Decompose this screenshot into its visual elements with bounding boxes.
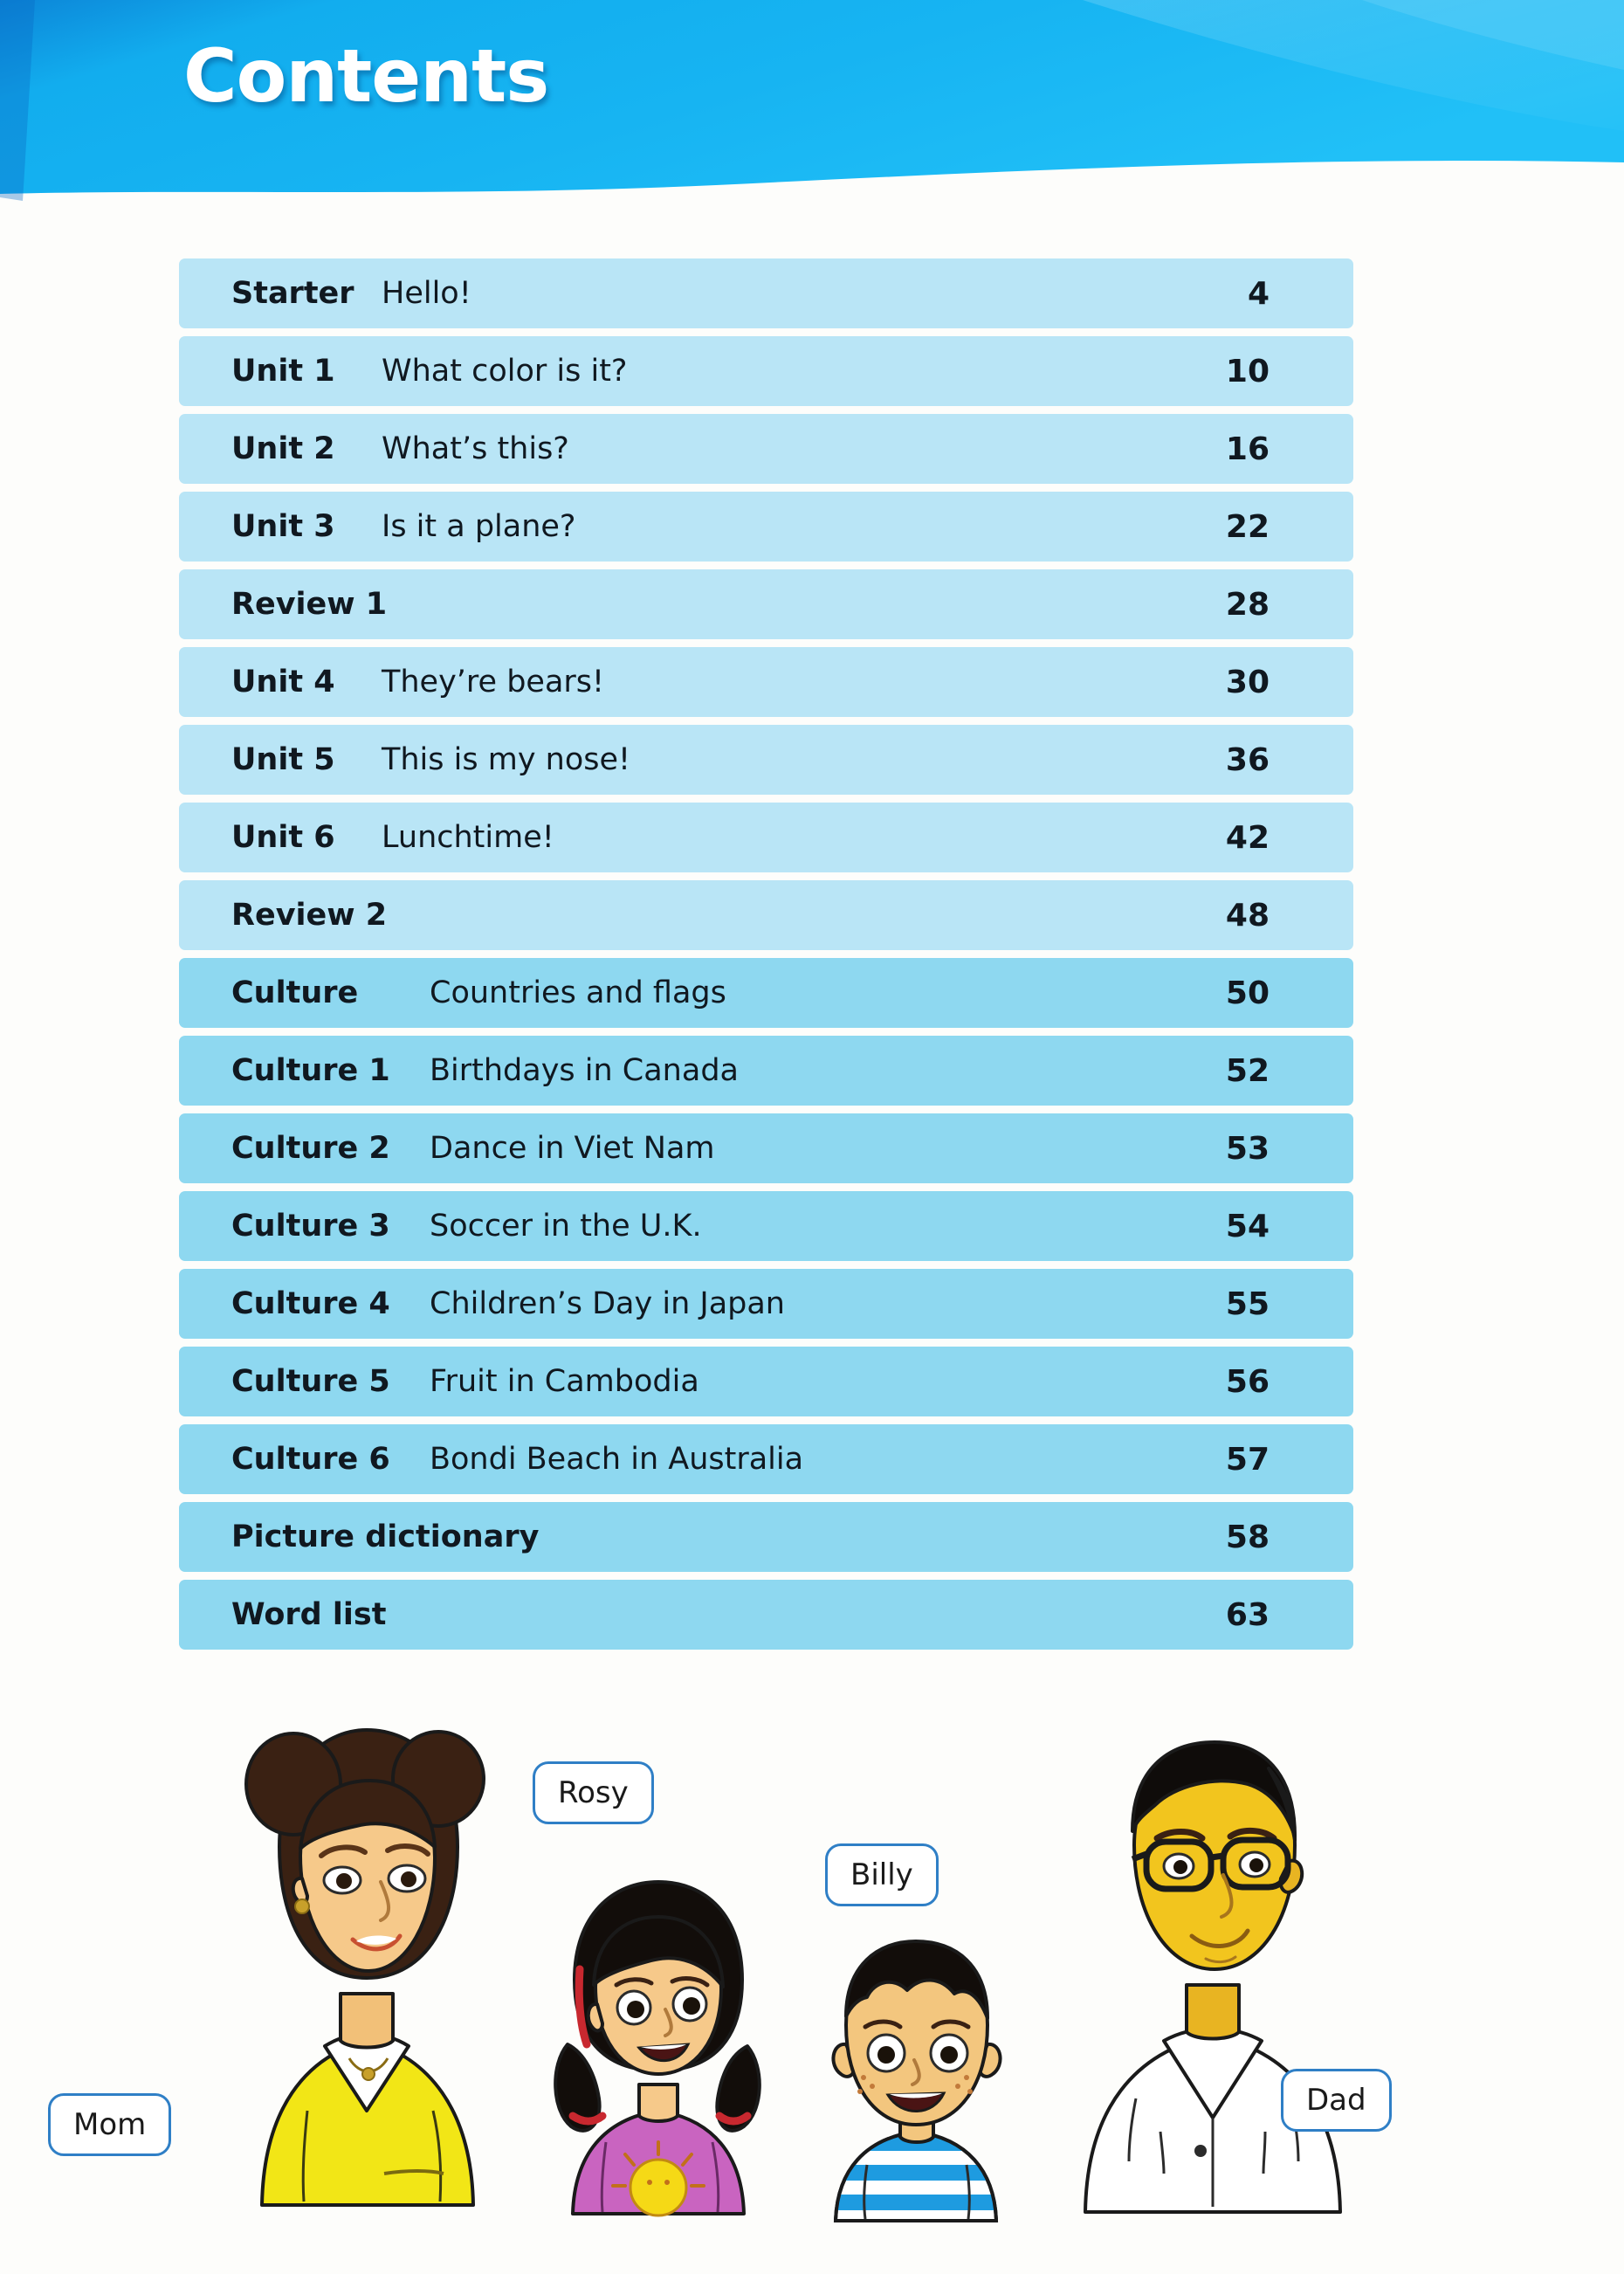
contents-row-label: Word list <box>231 1597 387 1632</box>
contents-row-title: They’re bears! <box>382 665 605 699</box>
contents-row-label: Starter <box>231 276 354 311</box>
contents-row[interactable]: Picture dictionary 58 <box>179 1502 1353 1572</box>
page-title: Contents <box>183 33 549 119</box>
contents-row-title: This is my nose! <box>382 742 631 777</box>
contents-row-label: Unit 2 <box>231 431 335 466</box>
contents-row-label: Review 1 <box>231 587 388 622</box>
page-header: Contents <box>0 0 1624 218</box>
contents-row[interactable]: Culture 2 Dance in Viet Nam 53 <box>179 1113 1353 1183</box>
contents-row-label: Culture 6 <box>231 1442 390 1477</box>
character-illustrations: Mom <box>0 1707 1624 2274</box>
contents-row-title: Birthdays in Canada <box>430 1053 739 1088</box>
contents-row-page-number: 10 <box>1225 353 1270 389</box>
contents-row[interactable]: Unit 1 What color is it? 10 <box>179 336 1353 406</box>
contents-row-title: What’s this? <box>382 431 569 466</box>
contents-row-label: Culture 4 <box>231 1286 390 1321</box>
contents-row-label: Unit 5 <box>231 742 335 777</box>
contents-row-page-number: 36 <box>1225 741 1270 778</box>
contents-row[interactable]: Culture 4 Children’s Day in Japan 55 <box>179 1269 1353 1339</box>
mom-illustration <box>244 1728 485 2207</box>
contents-list: Starter Hello! 4 Unit 1 What color is it? 10 U… <box>179 258 1353 1657</box>
contents-row-title: Dance in Viet Nam <box>430 1131 715 1166</box>
contents-row-label: Unit 6 <box>231 820 335 855</box>
rosy-illustration <box>554 1880 761 2217</box>
contents-row[interactable]: Unit 6 Lunchtime! 42 <box>179 803 1353 872</box>
contents-row-page-number: 30 <box>1225 664 1270 700</box>
contents-row-page-number: 54 <box>1225 1208 1270 1244</box>
contents-row-label: Review 2 <box>231 898 388 933</box>
billy-illustration <box>831 1940 1002 2222</box>
contents-row[interactable]: Unit 3 Is it a plane? 22 <box>179 492 1353 562</box>
contents-row[interactable]: Culture Countries and flags 50 <box>179 958 1353 1028</box>
contents-row-label: Culture 1 <box>231 1053 390 1088</box>
contents-row-title: Hello! <box>382 276 471 311</box>
contents-row[interactable]: Starter Hello! 4 <box>179 258 1353 328</box>
contents-row-page-number: 56 <box>1225 1363 1270 1400</box>
contents-row[interactable]: Word list 63 <box>179 1580 1353 1650</box>
contents-row-label: Unit 3 <box>231 509 335 544</box>
contents-row-label: Culture 3 <box>231 1209 390 1244</box>
contents-row-page-number: 4 <box>1247 275 1270 312</box>
contents-row[interactable]: Unit 4 They’re bears! 30 <box>179 647 1353 717</box>
contents-row-title: Children’s Day in Japan <box>430 1286 785 1321</box>
header-banner-shape <box>0 0 1624 201</box>
character-billy: Billy <box>816 1843 1017 2242</box>
contents-row[interactable]: Unit 2 What’s this? 16 <box>179 414 1353 484</box>
contents-row[interactable]: Review 1 28 <box>179 569 1353 639</box>
contents-row-label: Culture 5 <box>231 1364 390 1399</box>
character-rosy: Rosy <box>533 1761 777 2235</box>
name-tag-mom: Mom <box>48 2093 172 2156</box>
character-dad: Dad <box>1052 1707 1392 2235</box>
contents-row-page-number: 50 <box>1225 975 1270 1011</box>
character-mom: Mom <box>48 1716 524 2235</box>
contents-row[interactable]: Review 2 48 <box>179 880 1353 950</box>
name-tag-rosy: Rosy <box>533 1761 654 1824</box>
contents-row-title: Soccer in the U.K. <box>430 1209 702 1244</box>
contents-row-page-number: 55 <box>1225 1285 1270 1322</box>
contents-row-label: Unit 1 <box>231 354 335 389</box>
contents-row-label: Culture 2 <box>231 1131 390 1166</box>
contents-row-page-number: 63 <box>1225 1596 1270 1633</box>
contents-row-page-number: 28 <box>1225 586 1270 623</box>
name-tag-billy: Billy <box>825 1843 939 1906</box>
contents-row-title: Is it a plane? <box>382 509 576 544</box>
contents-row[interactable]: Unit 5 This is my nose! 36 <box>179 725 1353 795</box>
contents-row-page-number: 48 <box>1225 897 1270 934</box>
contents-row-page-number: 22 <box>1225 508 1270 545</box>
contents-row-title: Fruit in Cambodia <box>430 1364 699 1399</box>
contents-row-page-number: 42 <box>1225 819 1270 856</box>
contents-row-title: Countries and flags <box>430 975 726 1010</box>
contents-row-page-number: 52 <box>1225 1052 1270 1089</box>
contents-row[interactable]: Culture 6 Bondi Beach in Australia 57 <box>179 1424 1353 1494</box>
contents-row-title: What color is it? <box>382 354 628 389</box>
contents-row-page-number: 57 <box>1225 1441 1270 1478</box>
name-tag-dad: Dad <box>1281 2069 1392 2132</box>
contents-row[interactable]: Culture 1 Birthdays in Canada 52 <box>179 1036 1353 1106</box>
contents-row-label: Picture dictionary <box>231 1519 540 1554</box>
contents-row-label: Unit 4 <box>231 665 335 699</box>
contents-row-title: Bondi Beach in Australia <box>430 1442 804 1477</box>
contents-row-page-number: 53 <box>1225 1130 1270 1167</box>
contents-row[interactable]: Culture 3 Soccer in the U.K. 54 <box>179 1191 1353 1261</box>
dad-illustration <box>1084 1740 1342 2214</box>
contents-row-page-number: 58 <box>1225 1519 1270 1555</box>
contents-row-label: Culture <box>231 975 359 1010</box>
contents-row[interactable]: Culture 5 Fruit in Cambodia 56 <box>179 1347 1353 1416</box>
contents-row-title: Lunchtime! <box>382 820 554 855</box>
contents-row-page-number: 16 <box>1225 431 1270 467</box>
